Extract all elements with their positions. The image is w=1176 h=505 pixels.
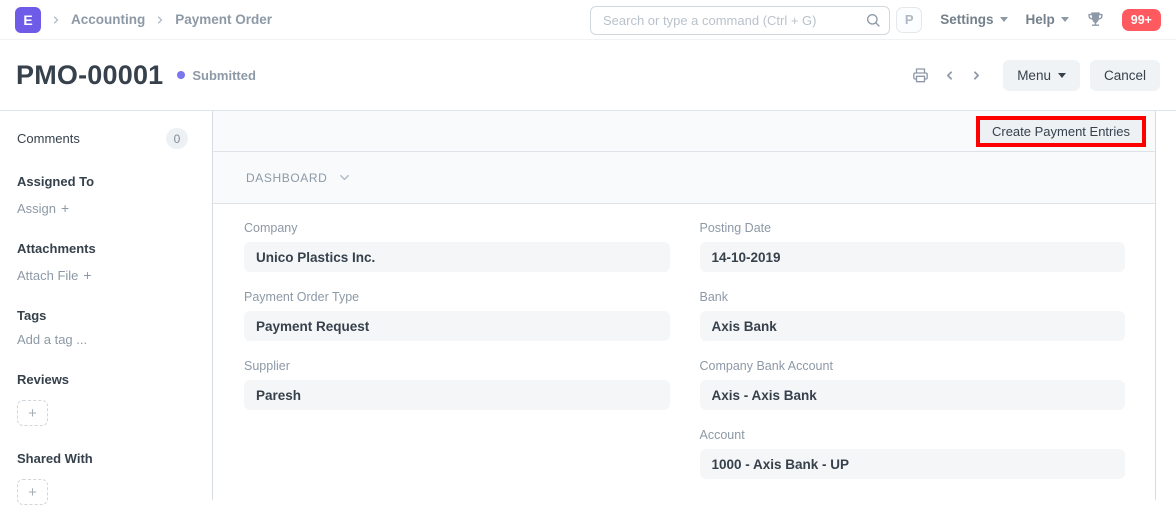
search-icon (865, 12, 881, 33)
page-head: PMO-00001 Submitted Menu Cancel (0, 40, 1176, 110)
tags-heading: Tags (17, 308, 47, 323)
form-actions-row: Create Payment Entries (213, 111, 1155, 152)
assign-link[interactable]: Assign + (17, 200, 188, 216)
reviews-heading: Reviews (17, 372, 70, 387)
field-supplier: Supplier Paresh (244, 359, 670, 410)
comments-count-badge: 0 (166, 128, 188, 149)
prev-document-icon[interactable] (941, 67, 958, 84)
sidebar-comments[interactable]: Comments 0 (17, 128, 188, 149)
assign-label: Assign (17, 200, 57, 216)
field-label: Company Bank Account (699, 359, 833, 373)
assigned-to-heading: Assigned To (17, 174, 95, 189)
page-actions: Menu Cancel (910, 59, 1160, 91)
supplier-field[interactable]: Paresh (244, 380, 670, 410)
field-account: Account 1000 - Axis Bank - UP (699, 428, 1125, 479)
posting-date-field[interactable]: 14-10-2019 (699, 242, 1125, 272)
chevron-right-icon (50, 14, 62, 26)
field-label: Supplier (244, 359, 290, 373)
field-label: Account (699, 428, 745, 442)
next-document-icon[interactable] (968, 67, 985, 84)
status-label: Submitted (192, 67, 256, 83)
chevron-right-icon (154, 14, 166, 26)
field-label: Company (244, 221, 298, 235)
comments-label: Comments (17, 131, 80, 146)
form-main: Create Payment Entries DASHBOARD Company… (212, 111, 1156, 500)
breadcrumb-accounting[interactable]: Accounting (71, 12, 146, 27)
caret-down-icon (1057, 72, 1066, 78)
field-bank: Bank Axis Bank (699, 290, 1125, 341)
page-title: PMO-00001 (16, 59, 164, 90)
create-payment-entries-button[interactable]: Create Payment Entries (979, 119, 1142, 143)
help-menu[interactable]: Help (1026, 12, 1069, 27)
navbar-right: P Settings Help 99+ (896, 6, 1161, 33)
field-label: Payment Order Type (244, 290, 360, 304)
settings-menu[interactable]: Settings (940, 12, 1008, 27)
bank-field[interactable]: Axis Bank (699, 311, 1125, 341)
field-label: Bank (699, 290, 729, 304)
field-empty-cell (244, 428, 670, 479)
attachments-heading: Attachments (17, 241, 96, 256)
print-icon[interactable] (910, 65, 931, 85)
dashboard-section-toggle[interactable]: DASHBOARD (213, 152, 1155, 204)
cancel-button[interactable]: Cancel (1089, 59, 1160, 91)
add-review-button[interactable]: + (17, 400, 48, 426)
menu-button[interactable]: Menu (1003, 59, 1080, 91)
company-field[interactable]: Unico Plastics Inc. (244, 242, 670, 272)
field-company: Company Unico Plastics Inc. (244, 221, 670, 272)
status-dot (177, 71, 186, 79)
user-avatar[interactable]: P (896, 6, 923, 33)
field-company-bank-account: Company Bank Account Axis - Axis Bank (699, 359, 1125, 410)
chevron-down-icon (340, 174, 350, 181)
share-button[interactable]: + (17, 479, 48, 505)
settings-label: Settings (940, 12, 994, 27)
notifications-badge[interactable]: 99+ (1121, 8, 1161, 31)
add-tag-input[interactable]: Add a tag ... (17, 332, 88, 347)
dashboard-label: DASHBOARD (246, 170, 328, 185)
attach-file-link[interactable]: Attach File + (17, 267, 188, 283)
app-logo[interactable]: E (15, 6, 41, 33)
global-search (590, 6, 890, 35)
form-fields: Company Unico Plastics Inc. Posting Date… (213, 204, 1155, 497)
breadcrumb-payment-order[interactable]: Payment Order (175, 12, 273, 27)
company-bank-account-field[interactable]: Axis - Axis Bank (699, 380, 1125, 410)
attach-file-label: Attach File (17, 267, 79, 283)
account-field[interactable]: 1000 - Axis Bank - UP (699, 449, 1125, 479)
page-body: Comments 0 Assigned To Assign + Attachme… (0, 110, 1176, 505)
shared-with-heading: Shared With (17, 451, 93, 466)
plus-icon: + (61, 200, 70, 216)
trophy-icon[interactable] (1087, 11, 1104, 28)
navbar: E Accounting Payment Order P Settings He… (0, 0, 1176, 40)
annotation-highlight: Create Payment Entries (975, 115, 1146, 147)
caret-down-icon (1060, 17, 1069, 22)
form-sidebar: Comments 0 Assigned To Assign + Attachme… (0, 111, 212, 505)
field-posting-date: Posting Date 14-10-2019 (699, 221, 1125, 272)
plus-icon: + (83, 267, 92, 283)
help-label: Help (1025, 12, 1055, 27)
caret-down-icon (999, 17, 1008, 22)
field-label: Posting Date (699, 221, 772, 235)
field-payment-order-type: Payment Order Type Payment Request (244, 290, 670, 341)
payment-order-type-field[interactable]: Payment Request (244, 311, 670, 341)
search-input[interactable] (590, 6, 890, 35)
status-indicator: Submitted (177, 68, 256, 83)
menu-button-label: Menu (1017, 67, 1051, 83)
